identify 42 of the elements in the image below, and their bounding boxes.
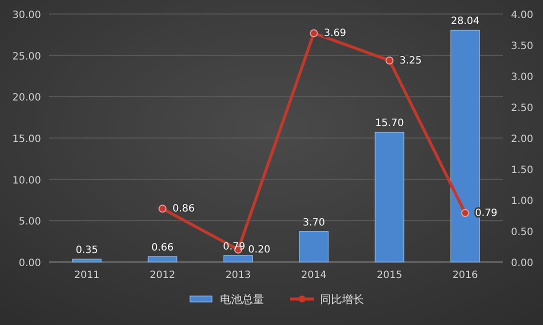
- bar: [299, 231, 329, 262]
- legend-label: 同比增长: [320, 293, 364, 306]
- data-label: 3.25: [400, 56, 422, 66]
- bar: [374, 132, 404, 262]
- y2-tick-label: 1.00: [511, 196, 534, 207]
- y2-tick-label: 3.50: [511, 41, 534, 52]
- point: [310, 29, 318, 38]
- x-tick-label: 2012: [150, 270, 176, 281]
- data-label: 0.86: [172, 204, 195, 215]
- y-tick-label: 0.00: [18, 258, 41, 269]
- x-tick-label: 2013: [225, 270, 251, 281]
- y-tick-label: 10.00: [12, 175, 41, 186]
- y2-tick-label: 2.50: [511, 103, 534, 114]
- bar: [72, 258, 102, 262]
- x-tick-label: 2015: [376, 270, 402, 281]
- data-label: 0.35: [76, 245, 98, 256]
- data-label: 3.69: [324, 28, 346, 40]
- legend-label: 电池总量: [220, 293, 264, 306]
- y-tick-label: 20.00: [12, 92, 41, 104]
- y-tick-label: 15.00: [12, 134, 41, 145]
- y2-tick-label: 1.50: [511, 165, 534, 176]
- bar: [148, 256, 178, 262]
- data-label: 3.70: [302, 217, 325, 228]
- y2-tick-label: 0.00: [511, 258, 534, 269]
- point: [461, 209, 470, 218]
- bar: [223, 255, 253, 262]
- y-tick-label: 5.00: [18, 216, 41, 228]
- data-label: 0.20: [248, 244, 270, 256]
- point: [158, 204, 166, 213]
- y2-tick-label: 4.00: [511, 10, 534, 21]
- point: [386, 56, 394, 64]
- x-tick-label: 2011: [74, 270, 100, 281]
- x-tick-label: 2016: [452, 270, 478, 281]
- y-tick-label: 30.00: [12, 10, 41, 21]
- y2-tick-label: 3.00: [511, 72, 534, 83]
- data-label: 0.66: [151, 242, 174, 254]
- x-tick-label: 2014: [301, 270, 327, 281]
- data-label: 28.04: [450, 16, 480, 28]
- data-label: 15.70: [375, 118, 404, 130]
- y2-tick-label: 0.50: [511, 227, 534, 238]
- y-tick-label: 25.00: [12, 51, 41, 62]
- y2-tick-label: 2.00: [511, 134, 534, 145]
